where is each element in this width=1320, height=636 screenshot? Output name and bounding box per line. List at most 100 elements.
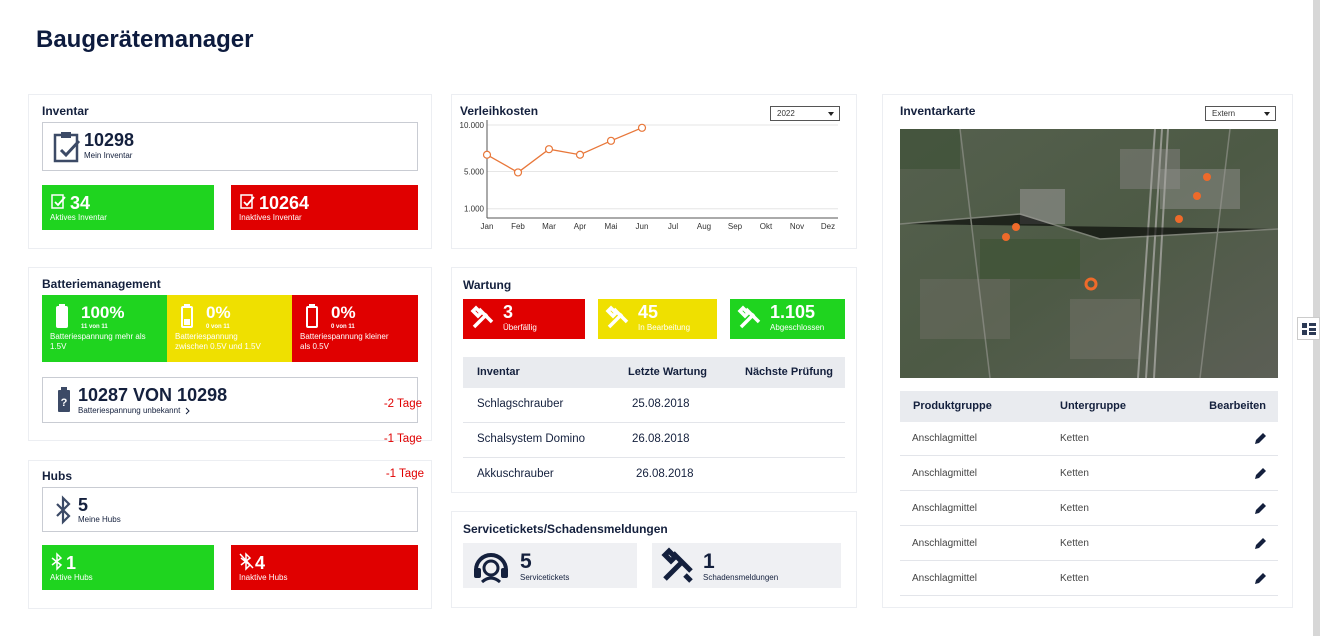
wartung-box[interactable]: 1.105 Abgeschlossen — [730, 299, 845, 339]
bluetooth-icon — [51, 552, 63, 571]
value: 10287 VON 10298 — [78, 385, 228, 405]
column-header: Nächste Prüfung — [745, 366, 834, 378]
label: Aktives Inventar — [50, 213, 107, 222]
clipboard-icon — [53, 132, 81, 163]
card-title: Servicetickets/Schadensmeldungen — [463, 522, 668, 536]
label: In Bearbeitung — [638, 323, 691, 332]
card-title: Inventar — [42, 104, 89, 118]
value: 0% — [331, 303, 356, 322]
page-title: Baugerätemanager — [36, 26, 254, 53]
cell: Schlagschrauber — [477, 398, 564, 410]
value: 4 — [255, 553, 266, 573]
battery-box[interactable]: 100% 11 von 11 Batteriespannung mehr als… — [42, 295, 167, 362]
map[interactable] — [899, 128, 1279, 379]
battery-unknown[interactable]: ? 10287 VON 10298 Batteriespannung unbek… — [42, 377, 418, 423]
hubs-active[interactable]: 1 Aktive Hubs — [42, 545, 214, 590]
row-separator — [900, 455, 1278, 456]
inventar-total[interactable]: 10298 Mein Inventar — [42, 122, 418, 171]
bluetooth-icon — [56, 495, 71, 525]
cell: 25.08.2018 — [632, 398, 690, 410]
cell: Schalsystem Domino — [477, 433, 586, 445]
service-card: Servicetickets/Schadensmeldungen 5 Servi… — [451, 511, 857, 608]
cell: Ketten — [1060, 433, 1089, 444]
row-separator — [900, 595, 1278, 596]
table-header: Inventar Letzte Wartung Nächste Prüfung — [463, 357, 845, 388]
cell: Ketten — [1060, 503, 1089, 514]
tools-icon — [470, 305, 494, 329]
column-header: Produktgruppe — [913, 400, 992, 412]
wartung-box[interactable]: 45 In Bearbeitung — [598, 299, 717, 339]
label: Servicetickets — [520, 573, 570, 582]
battery-icon — [56, 304, 68, 328]
value: 5 — [520, 550, 532, 573]
label: Schadensmeldungen — [703, 573, 779, 582]
cell: -2 Tage — [383, 398, 422, 410]
label: Meine Hubs — [78, 515, 121, 524]
cell: Anschlagmittel — [912, 433, 978, 444]
karte-card: Inventarkarte Extern Produktgruppe Unter… — [882, 94, 1293, 608]
verleih-card: Verleihkosten 2022 — [451, 94, 857, 249]
cell: Ketten — [1060, 573, 1089, 584]
cell: Anschlagmittel — [912, 538, 978, 549]
row-separator — [463, 457, 845, 458]
cell: Ketten — [1060, 538, 1089, 549]
edit-icon[interactable] — [1253, 432, 1267, 446]
edit-icon[interactable] — [1253, 572, 1267, 586]
side-button[interactable] — [1297, 317, 1320, 340]
table-header: Produktgruppe Untergruppe Bearbeiten — [900, 391, 1278, 422]
count: 0 von 11 — [331, 324, 355, 330]
battery-box[interactable]: 0% 0 von 11 Batteriespannung zwischen 0.… — [167, 295, 292, 362]
inventar-active[interactable]: 34 Aktives Inventar — [42, 185, 214, 230]
label: Batteriespannung kleiner als 0.5V — [300, 332, 389, 351]
cell: -1 Tage — [385, 468, 424, 480]
edit-icon[interactable] — [1253, 537, 1267, 551]
battery-box[interactable]: 0% 0 von 11 Batteriespannung kleiner als… — [292, 295, 418, 362]
card-title: Verleihkosten — [460, 104, 539, 118]
chevron — [185, 407, 190, 415]
value: 10264 — [259, 193, 310, 213]
value: 10298 — [84, 130, 135, 150]
tools-icon — [661, 547, 693, 583]
edit-icon[interactable] — [1253, 502, 1267, 516]
count: 0 von 11 — [206, 324, 230, 330]
service-tickets[interactable]: 5 Servicetickets — [463, 543, 637, 588]
card-title: Hubs — [42, 469, 72, 483]
battery-icon — [181, 304, 193, 328]
wartung-box[interactable]: 3 Überfällig — [463, 299, 585, 339]
card-title: Wartung — [463, 278, 512, 292]
cell: -1 Tage — [383, 433, 422, 445]
label: Mein Inventar — [84, 151, 133, 160]
column-header: Inventar — [477, 366, 520, 378]
value: 1 — [66, 553, 77, 573]
cell: Ketten — [1060, 468, 1089, 479]
filter-select[interactable]: Extern — [1205, 106, 1276, 121]
service-damage[interactable]: 1 Schadensmeldungen — [652, 543, 841, 588]
label: Abgeschlossen — [770, 323, 825, 332]
battery-icon — [306, 304, 318, 328]
cell: Akkuschrauber — [477, 468, 554, 480]
batterie-card: Batteriemanagement 100% 11 von 11 Batter… — [28, 267, 432, 441]
hubs-total[interactable]: 5 Meine Hubs — [42, 487, 418, 532]
label: Batteriespannung unbekannt — [78, 406, 181, 415]
tools-icon — [737, 305, 761, 329]
bluetooth-off-icon — [239, 552, 254, 571]
hubs-inactive[interactable]: 4 Inaktive Hubs — [231, 545, 418, 590]
row-separator — [900, 525, 1278, 526]
year-select[interactable]: 2022 — [770, 106, 840, 121]
value: 45 — [638, 302, 659, 322]
card-title: Inventarkarte — [900, 104, 976, 118]
cell: 26.08.2018 — [632, 433, 690, 445]
svg-text:?: ? — [61, 397, 68, 409]
count: 11 von 11 — [81, 324, 108, 330]
cell: Anschlagmittel — [912, 468, 978, 479]
tools-icon — [605, 305, 629, 329]
inventar-inactive[interactable]: 10264 Inaktives Inventar — [231, 185, 418, 230]
value: 100% — [81, 303, 125, 322]
value: 1 — [703, 550, 715, 573]
battery-boxes: 100% 11 von 11 Batteriespannung mehr als… — [42, 295, 418, 362]
edit-icon[interactable] — [1253, 467, 1267, 481]
clipboard-icon — [51, 194, 66, 209]
label: Inaktive Hubs — [239, 573, 288, 582]
row-separator — [900, 490, 1278, 491]
